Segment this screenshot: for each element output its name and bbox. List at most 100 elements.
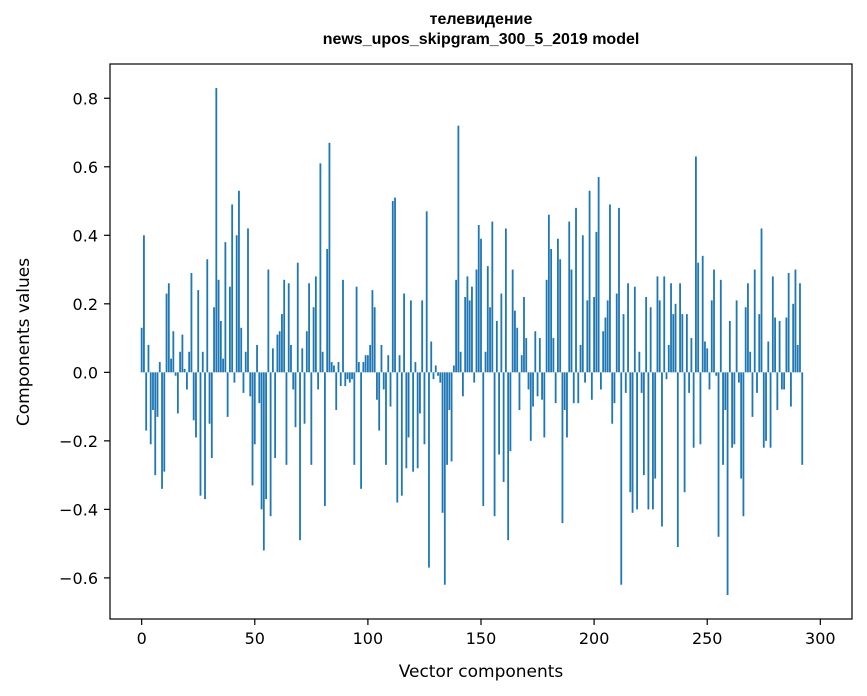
bar — [192, 372, 195, 421]
bar — [792, 303, 795, 373]
bar — [493, 372, 496, 517]
bar — [247, 228, 249, 373]
chart-title-block: телевидение news_upos_skipgram_300_5_201… — [110, 10, 852, 50]
bar — [414, 362, 417, 373]
bar — [751, 372, 754, 417]
bar — [253, 372, 256, 445]
bar — [609, 204, 611, 373]
bar — [486, 266, 489, 373]
bar — [421, 300, 424, 373]
bar — [305, 331, 308, 373]
bar — [376, 372, 378, 400]
bar — [432, 372, 435, 380]
bar — [439, 372, 442, 383]
bar — [269, 372, 272, 517]
bar — [165, 293, 168, 373]
bar — [461, 372, 464, 397]
x-tick-label: 0 — [137, 629, 147, 648]
bar — [710, 300, 713, 373]
x-tick-label: 300 — [805, 629, 836, 648]
bar — [701, 255, 704, 373]
bar — [593, 296, 596, 373]
x-tick-label: 200 — [579, 629, 610, 648]
x-tick-label: 250 — [692, 629, 723, 648]
bar — [740, 372, 743, 479]
bar — [217, 279, 220, 373]
bar — [595, 231, 598, 373]
bar — [163, 372, 166, 472]
bar — [416, 372, 419, 469]
bar — [147, 344, 150, 373]
bar — [369, 344, 372, 373]
y-tick-label: −0.6 — [59, 569, 98, 588]
bar — [328, 142, 331, 373]
bar — [719, 279, 722, 373]
bar — [333, 365, 335, 373]
bar — [753, 269, 756, 373]
bar — [201, 351, 204, 373]
bar — [249, 372, 252, 397]
chart-subtitle: news_upos_skipgram_300_5_2019 model — [322, 31, 640, 48]
bar — [473, 372, 476, 383]
bar — [428, 372, 430, 568]
bar — [459, 351, 462, 373]
y-tick-label: 0.2 — [73, 295, 98, 314]
bar — [222, 358, 225, 373]
y-tick-label: −0.4 — [59, 500, 98, 519]
bar — [471, 286, 473, 373]
bar — [529, 372, 532, 441]
bar — [348, 372, 351, 383]
bar — [708, 372, 711, 390]
x-tick-label: 50 — [245, 629, 265, 648]
bar — [199, 372, 202, 496]
bar — [430, 341, 433, 373]
bar — [618, 207, 620, 373]
bar — [516, 327, 519, 373]
bar — [140, 327, 143, 373]
bar — [726, 372, 729, 596]
bar — [190, 272, 193, 373]
bar — [559, 259, 562, 373]
bar — [679, 283, 681, 373]
bar — [801, 372, 804, 465]
bar — [287, 283, 290, 373]
bar — [394, 197, 396, 373]
bar — [697, 262, 700, 373]
bar — [303, 372, 306, 424]
bar — [419, 372, 421, 414]
bar — [706, 348, 709, 373]
bar — [475, 269, 478, 373]
bar — [527, 372, 530, 390]
bar — [373, 307, 376, 373]
bar — [382, 372, 385, 390]
bar — [339, 372, 342, 387]
bar — [215, 87, 218, 373]
bar — [584, 372, 586, 383]
bar — [568, 221, 571, 373]
bar — [197, 290, 200, 373]
bar — [672, 314, 675, 373]
bar — [758, 314, 761, 373]
bar — [778, 320, 781, 373]
bar — [783, 372, 786, 390]
bar — [219, 320, 222, 373]
bar — [450, 372, 453, 462]
x-axis-ticks: 0 50 100 150 200 250 300 — [137, 619, 836, 648]
bar — [599, 372, 602, 390]
bar — [301, 348, 304, 373]
bar — [299, 372, 301, 541]
bar — [525, 338, 528, 373]
bar — [294, 372, 297, 428]
bar — [195, 372, 197, 438]
bar — [769, 372, 772, 448]
bar — [310, 372, 313, 465]
bar — [692, 372, 695, 448]
bar — [434, 365, 437, 373]
bar — [658, 300, 661, 373]
bar — [631, 372, 634, 513]
bar — [353, 372, 356, 465]
bar — [477, 225, 480, 373]
bar — [597, 177, 600, 373]
bar — [238, 190, 240, 373]
bar — [667, 344, 670, 373]
